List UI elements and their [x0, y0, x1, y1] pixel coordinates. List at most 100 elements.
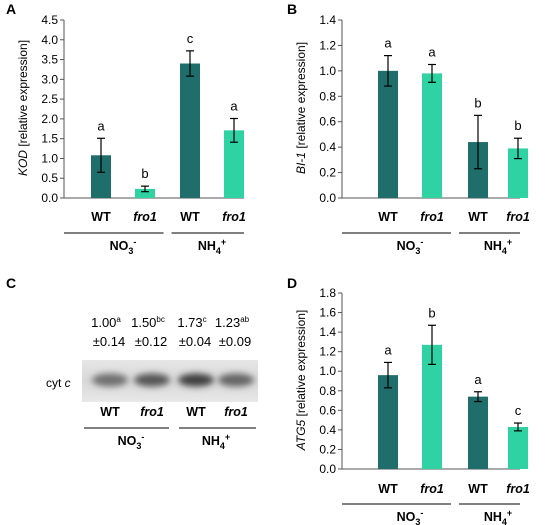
panel-d-group-label-no3: NO3- [397, 508, 424, 525]
panel-d-y-tick-label: 0.6 [319, 403, 336, 417]
panel-a-bar [135, 188, 155, 198]
panel-d-y-tick-label: 1.2 [319, 345, 336, 359]
panel-d-category-label: fro1 [506, 482, 530, 496]
panel-label-c: C [6, 275, 16, 291]
panel-a-category-label: fro1 [133, 210, 157, 224]
panel-a-bar [224, 130, 244, 198]
panel-b-significance-letter: b [514, 118, 521, 133]
panel-b-bar [468, 142, 488, 198]
panel-label-b: B [287, 1, 297, 17]
panel-b-y-tick-label: 1.4 [319, 13, 336, 27]
panel-d-y-tick-label: 0.4 [319, 423, 336, 437]
panel-a-y-tick-label: 3.0 [41, 72, 58, 86]
panel-d-category-label: fro1 [420, 482, 444, 496]
panel-d-significance-letter: b [428, 305, 435, 320]
panel-label-a: A [6, 1, 16, 17]
panel-b-y-tick-label: 1.2 [319, 38, 336, 52]
panel-b-significance-letter: a [384, 36, 392, 51]
blot-band [134, 373, 170, 387]
panel-d-bar [468, 396, 488, 469]
panel-b-y-tick-label: 1.0 [319, 64, 336, 78]
panel-a-y-tick-label: 2.5 [41, 92, 58, 106]
panel-a-y-tick-label: 4.0 [41, 33, 58, 47]
blot-lane-value: 1.73c [177, 315, 206, 330]
blot-lane-sd: ±0.14 [93, 334, 125, 349]
panel-label-d: D [287, 275, 297, 291]
blot-lane-value: 1.00a [91, 315, 121, 330]
panel-d-y-tick-label: 1.8 [319, 286, 336, 300]
panel-a-group-label-no3: NO3- [110, 237, 137, 256]
panel-a-y-axis-title: KOD [relative expression] [16, 40, 30, 176]
panel-a-group-label-nh4: NH4+ [198, 237, 226, 256]
panel-c-group-label-nh4: NH4+ [202, 432, 230, 451]
panel-c-category-label: WT [100, 405, 120, 419]
panel-a-bar [91, 155, 111, 198]
panel-c-category-label: fro1 [140, 405, 164, 419]
blot-lane-value: 1.50bc [131, 315, 165, 330]
panel-c-group-label-no3: NO3- [118, 432, 145, 451]
panel-d-bar-chart: 0.0 0.2 0.4 0.6 0.8 1.0 1.2 1.4 1.6 1.8 a b a c WT fro1… [319, 286, 530, 525]
panel-a-y-tick-label: 1.0 [41, 151, 58, 165]
panel-d-significance-letter: a [384, 342, 392, 357]
panel-d-category-label: WT [468, 482, 488, 496]
panel-b-bar [422, 73, 442, 198]
panel-a-significance-letter: a [230, 98, 238, 113]
blot-lane-sd: ±0.04 [179, 334, 211, 349]
panel-b-bar-chart: 0.0 0.2 0.4 0.6 0.8 1.0 1.2 1.4 a a b b WT fro1 WT fro1… [319, 13, 530, 256]
panel-b-bar [508, 148, 528, 198]
panel-b-y-tick-label: 0.0 [319, 191, 336, 205]
panel-a-bar-chart: 0.0 0.5 1.0 1.5 2.0 2.5 3.0 3.5 4.0 4.5 a b c a WT fro1… [41, 13, 246, 256]
panel-d-y-tick-label: 1.0 [319, 364, 336, 378]
panel-d-y-tick-label: 1.4 [319, 325, 336, 339]
panel-b-group-label-nh4: NH4+ [484, 237, 512, 256]
panel-b-y-tick-label: 0.2 [319, 166, 336, 180]
panel-a-significance-letter: a [97, 118, 105, 133]
panel-a-bar [180, 63, 200, 199]
panel-a-category-label: WT [180, 210, 200, 224]
blot-band [92, 373, 128, 387]
panel-d-bar [422, 344, 442, 469]
panel-a-significance-letter: c [187, 31, 194, 46]
western-blot: cyt c 1.00a ±0.14 1.50bc ±0.12 1.73c ±0.04 1.2… [46, 315, 258, 451]
panel-b-significance-letter: a [428, 45, 436, 60]
panel-a-y-tick-label: 1.5 [41, 132, 58, 146]
panel-c-category-label: WT [186, 405, 206, 419]
panel-d-bar [508, 426, 528, 469]
panel-d-y-tick-label: 0.8 [319, 384, 336, 398]
panel-b-category-label: WT [468, 210, 488, 224]
blot-lane-value: 1.23ab [215, 315, 250, 330]
panel-d-y-axis-title: ATG5 [relative expression] [294, 310, 308, 452]
blot-band [178, 373, 214, 387]
panel-d-y-tick-label: 1.6 [319, 306, 336, 320]
panel-b-group-label-no3: NO3- [397, 237, 424, 256]
panel-d-category-label: WT [378, 482, 398, 496]
panel-b-category-label: fro1 [420, 210, 444, 224]
panel-b-y-tick-label: 0.6 [319, 115, 336, 129]
panel-a-y-tick-label: 0.5 [41, 171, 58, 185]
panel-b-category-label: fro1 [506, 210, 530, 224]
blot-row-label: cyt c [46, 376, 71, 390]
panel-b-y-tick-label: 0.4 [319, 140, 336, 154]
panel-b-significance-letter: b [474, 95, 481, 110]
panel-a-category-label: WT [91, 210, 111, 224]
panel-b-bar [378, 70, 398, 198]
panel-d-y-tick-label: 0.2 [319, 442, 336, 456]
panel-d-significance-letter: c [515, 403, 522, 418]
panel-a-y-tick-label: 4.5 [41, 13, 58, 27]
panel-d-bar [378, 375, 398, 469]
blot-band [218, 373, 254, 387]
panel-a-y-tick-label: 2.0 [41, 112, 58, 126]
panel-c-category-label: fro1 [224, 405, 248, 419]
panel-a-significance-letter: b [141, 166, 148, 181]
panel-d-significance-letter: a [474, 372, 482, 387]
panel-a-category-label: fro1 [222, 210, 246, 224]
blot-lane-sd: ±0.09 [219, 334, 251, 349]
panel-a-y-tick-label: 3.5 [41, 53, 58, 67]
panel-d-group-label-nh4: NH4+ [484, 508, 512, 525]
panel-a-y-tick-label: 0.0 [41, 191, 58, 205]
panel-b-y-axis-title: BI-1 [relative expression] [294, 42, 308, 174]
blot-lane-sd: ±0.12 [135, 334, 167, 349]
panel-b-y-tick-label: 0.8 [319, 89, 336, 103]
panel-d-y-tick-label: 0.0 [319, 462, 336, 476]
